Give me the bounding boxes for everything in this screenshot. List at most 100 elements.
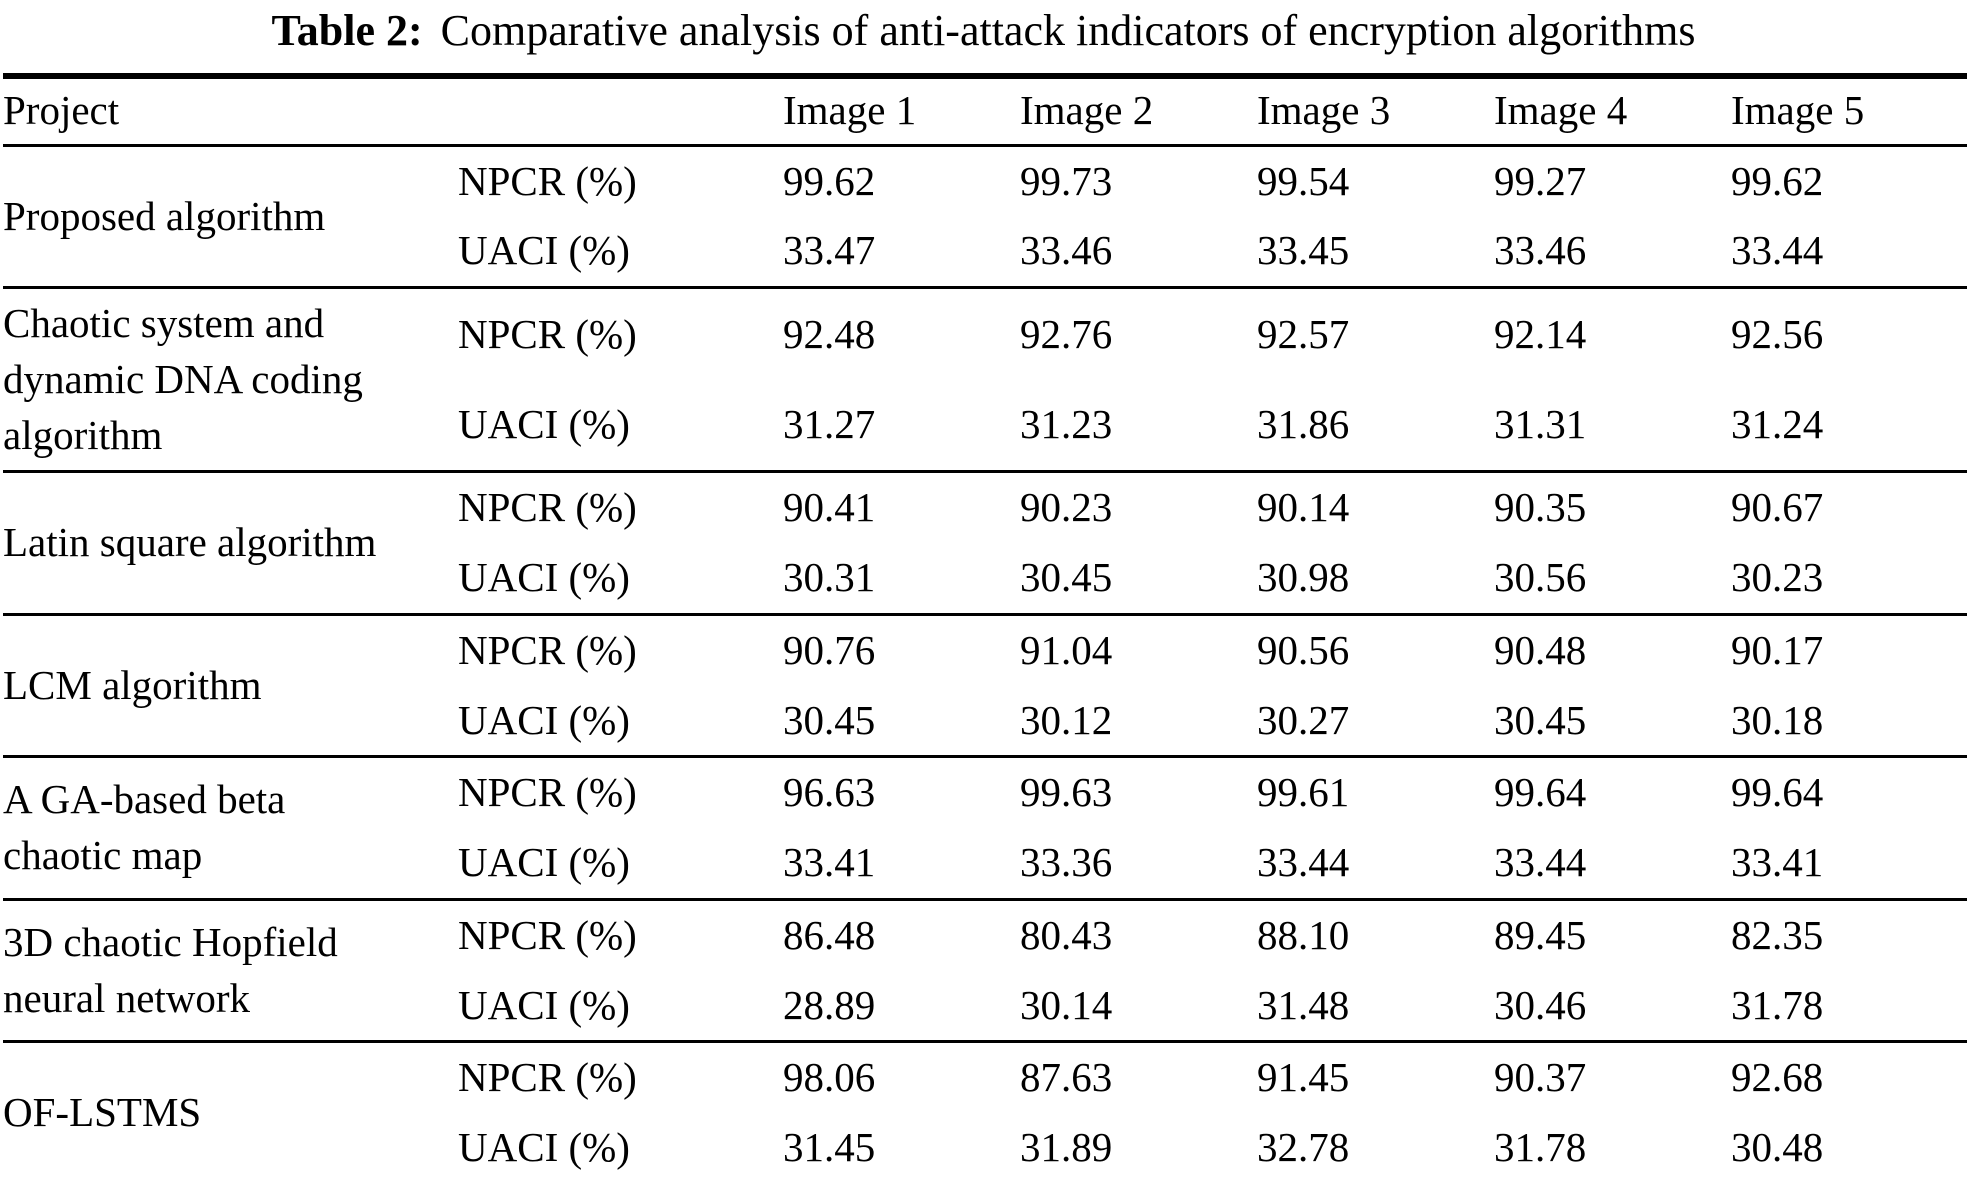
column-header-image-5: Image 5 <box>1731 75 1967 147</box>
value-cell: 31.24 <box>1731 379 1967 474</box>
value-cell: 86.48 <box>783 911 876 958</box>
caption-label: Table 2: <box>271 6 423 55</box>
metric-label-cell: UACI (%) <box>458 379 783 474</box>
value-cell: 33.44 <box>1731 216 1967 290</box>
project-cell: OF-LSTMS <box>3 1089 202 1136</box>
group-row-npcr: OF-LSTMS NPCR (%) 98.06 87.63 91.45 90.3… <box>3 1042 1967 1135</box>
project-cell: A GA-based beta chaotic map <box>3 756 458 901</box>
metric-label-cell: NPCR (%) <box>458 310 637 357</box>
group-row-npcr: Chaotic system and dynamic DNA coding al… <box>3 287 1967 474</box>
value-cell: 30.45 <box>1494 685 1731 759</box>
value-cell: 31.45 <box>783 1124 876 1171</box>
value-cell: 99.63 <box>1020 769 1113 816</box>
value-cell: 99.27 <box>1494 157 1587 204</box>
project-cell: LCM algorithm <box>3 614 458 759</box>
value-cell: 90.23 <box>1020 484 1113 531</box>
value-cell: 30.14 <box>1020 970 1257 1044</box>
value-cell: 33.41 <box>1731 828 1967 901</box>
value-cell: 92.76 <box>1020 310 1113 357</box>
project-cell: Chaotic system and dynamic DNA coding al… <box>3 287 458 474</box>
value-cell: 28.89 <box>783 970 1020 1044</box>
metric-label-cell: UACI (%) <box>458 828 783 901</box>
value-cell: 88.10 <box>1257 911 1350 958</box>
metric-label-cell: NPCR (%) <box>458 1054 637 1101</box>
value-cell: 30.12 <box>1020 685 1257 759</box>
value-cell: 33.41 <box>783 828 1020 901</box>
value-cell: 33.44 <box>1494 828 1731 901</box>
value-cell: 99.61 <box>1257 769 1350 816</box>
column-header-metric-spacer <box>458 75 783 147</box>
value-cell: 91.04 <box>1020 626 1113 673</box>
value-cell: 33.46 <box>1494 216 1731 290</box>
project-cell: 3D chaotic Hopfield neural network <box>3 899 458 1044</box>
group-row-npcr: Latin square algorithm NPCR (%) 90.41 90… <box>3 471 1967 616</box>
value-cell: 30.46 <box>1494 970 1731 1044</box>
caption-text: Comparative analysis of anti-attack indi… <box>440 6 1696 55</box>
value-cell: 90.17 <box>1731 626 1824 673</box>
value-cell: 31.78 <box>1731 970 1967 1044</box>
value-cell: 99.62 <box>783 157 876 204</box>
value-cell: 31.27 <box>783 379 1020 474</box>
value-cell: 31.23 <box>1020 379 1257 474</box>
metric-label-cell: NPCR (%) <box>458 911 637 958</box>
value-cell: 31.31 <box>1494 379 1731 474</box>
group-row-npcr: LCM algorithm NPCR (%) 90.76 91.04 90.56… <box>3 614 1967 759</box>
metric-label-cell: UACI (%) <box>458 543 783 616</box>
value-cell: 30.98 <box>1257 543 1494 616</box>
group-row-npcr: A GA-based beta chaotic map NPCR (%) 96.… <box>3 756 1967 901</box>
value-cell: 90.41 <box>783 484 876 531</box>
value-cell: 92.57 <box>1257 310 1350 357</box>
group-row-uaci: UACI (%) 30.31 30.45 30.98 30.56 30.23 <box>3 543 1967 616</box>
value-cell: 90.35 <box>1494 484 1587 531</box>
value-cell: 90.48 <box>1494 626 1587 673</box>
value-cell: 99.64 <box>1494 769 1587 816</box>
value-cell: 30.45 <box>1020 543 1257 616</box>
value-cell: 90.67 <box>1731 484 1824 531</box>
metric-label-cell: UACI (%) <box>458 685 783 759</box>
value-cell: 92.68 <box>1731 1054 1824 1101</box>
value-cell: 92.14 <box>1494 310 1587 357</box>
value-cell: 30.45 <box>783 685 1020 759</box>
metric-label-cell: NPCR (%) <box>458 157 637 204</box>
value-cell: 30.48 <box>1731 1124 1824 1171</box>
value-cell: 31.89 <box>1020 1124 1113 1171</box>
value-cell: 33.46 <box>1020 216 1257 290</box>
value-cell: 92.48 <box>783 310 876 357</box>
group-row-npcr: Proposed algorithm NPCR (%) 99.62 99.73 … <box>3 145 1967 290</box>
value-cell: 33.47 <box>783 216 1020 290</box>
group-row-uaci: UACI (%) 31.45 31.89 32.78 31.78 30.48 <box>3 1113 1967 1179</box>
value-cell: 31.48 <box>1257 970 1494 1044</box>
table-caption: Table 2: Comparative analysis of anti-att… <box>3 2 1964 73</box>
metric-label-cell: UACI (%) <box>458 970 783 1044</box>
value-cell: 82.35 <box>1731 911 1824 958</box>
value-cell: 90.37 <box>1494 1054 1587 1101</box>
value-cell: 30.56 <box>1494 543 1731 616</box>
metric-label-cell: UACI (%) <box>458 1124 630 1171</box>
value-cell: 99.54 <box>1257 157 1350 204</box>
value-cell: 99.62 <box>1731 157 1824 204</box>
project-cell: Proposed algorithm <box>3 145 458 290</box>
value-cell: 91.45 <box>1257 1054 1350 1101</box>
value-cell: 33.45 <box>1257 216 1494 290</box>
column-header-image-2: Image 2 <box>1020 75 1257 147</box>
group-row-npcr: 3D chaotic Hopfield neural network NPCR … <box>3 899 1967 1044</box>
value-cell: 33.44 <box>1257 828 1494 901</box>
value-cell: 90.14 <box>1257 484 1350 531</box>
column-header-image-4: Image 4 <box>1494 75 1731 147</box>
header-row: Project Image 1 Image 2 Image 3 Image 4 … <box>3 75 1967 147</box>
group-row-uaci: UACI (%) 30.45 30.12 30.27 30.45 30.18 <box>3 685 1967 759</box>
comparison-table: Project Image 1 Image 2 Image 3 Image 4 … <box>3 72 1967 1179</box>
column-header-image-1: Image 1 <box>783 75 1020 147</box>
value-cell: 98.06 <box>783 1054 876 1101</box>
value-cell: 80.43 <box>1020 911 1113 958</box>
value-cell: 96.63 <box>783 769 876 816</box>
metric-label-cell: NPCR (%) <box>458 626 637 673</box>
value-cell: 30.31 <box>783 543 1020 616</box>
value-cell: 31.78 <box>1494 1124 1587 1171</box>
value-cell: 90.76 <box>783 626 876 673</box>
group-row-uaci: UACI (%) 33.41 33.36 33.44 33.44 33.41 <box>3 828 1967 901</box>
value-cell: 90.56 <box>1257 626 1350 673</box>
value-cell: 33.36 <box>1020 828 1257 901</box>
value-cell: 92.56 <box>1731 310 1824 357</box>
